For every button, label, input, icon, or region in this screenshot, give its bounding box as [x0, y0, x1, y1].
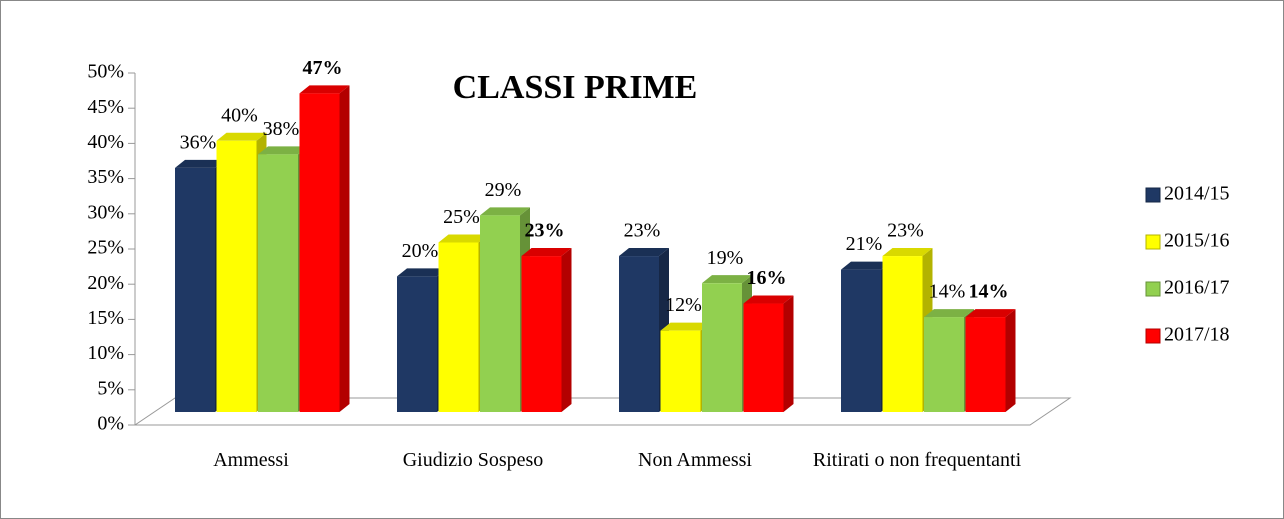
legend-marker: [1145, 187, 1161, 203]
bar-top: [882, 248, 933, 257]
data-label: 14%: [969, 281, 1009, 303]
x-tick-label: Giudizio Sospeso: [402, 449, 544, 471]
bar-top: [702, 275, 752, 284]
y-tick-label: 25%: [87, 237, 124, 259]
data-label: 19%: [707, 247, 744, 269]
bar: [299, 85, 350, 412]
bar-front: [924, 317, 964, 412]
bar: [619, 248, 669, 412]
y-tick-label: 20%: [87, 272, 124, 294]
bar-front: [397, 276, 437, 412]
y-tick-label: 5%: [97, 377, 124, 399]
bar-top: [660, 322, 711, 331]
bar-top: [841, 261, 891, 270]
bar-side: [1005, 309, 1016, 412]
data-label: 21%: [846, 233, 883, 255]
bar-top: [397, 268, 447, 277]
x-tick-label: Ammessi: [213, 449, 289, 471]
bar-front: [216, 140, 257, 413]
bar-front: [965, 317, 1006, 412]
data-label: 20%: [402, 240, 439, 262]
bar-side: [561, 248, 572, 412]
bar-top: [175, 159, 225, 168]
bar-top: [521, 248, 572, 257]
bar-front: [619, 256, 659, 412]
data-label: 14%: [929, 281, 966, 303]
bar-front: [299, 93, 340, 412]
x-tick-label: Non Ammessi: [638, 449, 752, 471]
data-label: 25%: [443, 206, 480, 228]
data-label: 23%: [525, 220, 565, 242]
bar-front: [882, 256, 923, 412]
bar-front: [438, 242, 479, 412]
data-label: 23%: [887, 220, 924, 242]
bar-front: [521, 256, 562, 412]
bar-front: [175, 167, 215, 412]
bar-front: [258, 154, 298, 413]
bar-side: [783, 295, 794, 412]
legend-label: 2017/18: [1164, 324, 1230, 346]
data-label: 36%: [180, 132, 217, 154]
bar-side: [339, 85, 350, 412]
bar-top: [258, 146, 308, 155]
bar-front: [702, 283, 742, 412]
data-label: 23%: [624, 220, 661, 242]
y-tick-label: 40%: [87, 131, 124, 153]
bar: [743, 295, 794, 412]
bar-front: [480, 215, 520, 412]
floor: [133, 397, 1072, 426]
bar: [965, 309, 1016, 412]
x-tick-label: Ritirati o non frequentanti: [812, 449, 1022, 471]
legend-label: 2016/17: [1164, 277, 1230, 299]
data-label: 40%: [221, 104, 258, 126]
bar-top: [299, 85, 350, 94]
y-tick-label: 50%: [87, 61, 124, 83]
legend-marker: [1145, 234, 1161, 250]
data-label: 47%: [303, 57, 343, 79]
bar-front: [660, 330, 701, 412]
bar-top: [216, 132, 267, 141]
bar-top: [619, 248, 669, 257]
y-tick-label: 0%: [97, 413, 124, 435]
y-tick-label: 30%: [87, 201, 124, 223]
y-tick-label: 10%: [87, 342, 124, 364]
bar-top: [743, 295, 794, 304]
data-label: 38%: [263, 118, 300, 140]
y-tick-label: 35%: [87, 166, 124, 188]
legend-marker: [1145, 328, 1161, 344]
y-tick-label: 15%: [87, 307, 124, 329]
chart-title: CLASSI PRIME: [453, 69, 698, 106]
data-label: 29%: [485, 179, 522, 201]
legend-label: 2015/16: [1164, 230, 1230, 252]
bar-top: [924, 309, 974, 318]
data-label: 12%: [665, 294, 702, 316]
y-tick-label: 45%: [87, 96, 124, 118]
bar: [521, 248, 572, 412]
bar-front: [841, 269, 881, 412]
bar-top: [965, 309, 1016, 318]
bar-top: [438, 234, 489, 243]
bar-top: [480, 207, 530, 216]
data-label: 16%: [747, 267, 787, 289]
legend-label: 2014/15: [1164, 183, 1230, 205]
bar-front: [743, 303, 784, 412]
legend-marker: [1145, 281, 1161, 297]
